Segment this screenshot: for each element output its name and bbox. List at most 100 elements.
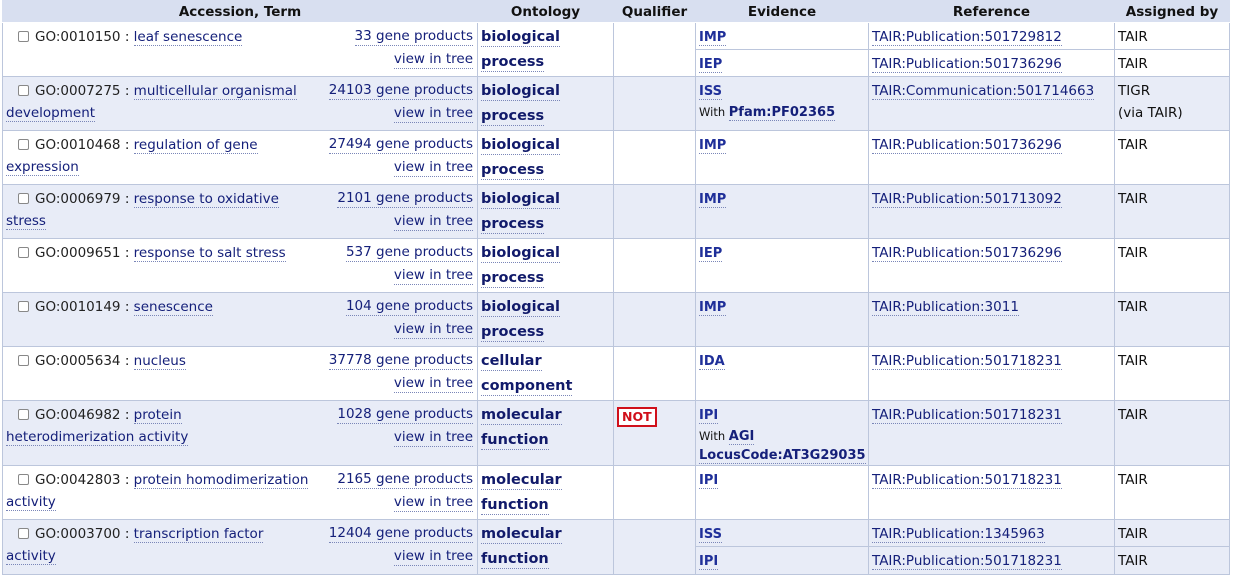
ontology-aspect-link-2[interactable]: process	[481, 270, 545, 288]
ontology-aspect-link-1[interactable]: biological	[481, 245, 560, 263]
ontology-aspect-link-2[interactable]: function	[481, 432, 549, 450]
row-checkbox[interactable]	[18, 193, 29, 204]
ontology-aspect-link-1[interactable]: cellular	[481, 353, 542, 371]
gene-products-link[interactable]: 1028 gene products	[337, 406, 473, 424]
with-link-2[interactable]: LocusCode:AT3G29035	[699, 448, 866, 464]
table-row: GO:0010150 : leaf senescence 33 gene pro…	[2, 22, 1230, 77]
view-in-tree-link[interactable]: view in tree	[393, 105, 473, 123]
row-checkbox[interactable]	[18, 31, 29, 42]
reference-link[interactable]: TAIR:Communication:501714663	[872, 83, 1095, 100]
reference-link[interactable]: TAIR:Publication:501718231	[872, 553, 1062, 570]
row-checkbox[interactable]	[18, 247, 29, 258]
reference-link[interactable]: TAIR:Publication:501736296	[872, 245, 1062, 262]
header-ontology[interactable]: Ontology	[477, 0, 614, 23]
go-term-link[interactable]: nucleus	[133, 353, 186, 370]
with-link-1[interactable]: Pfam:PF02365	[728, 105, 836, 121]
gene-products-link[interactable]: 33 gene products	[354, 28, 473, 46]
go-term-link[interactable]: multicellular organismal development	[6, 83, 297, 122]
view-in-tree-link[interactable]: view in tree	[393, 429, 473, 447]
assigned-by-text: TAIR	[1118, 29, 1148, 45]
row-checkbox[interactable]	[18, 301, 29, 312]
ontology-aspect-link-2[interactable]: process	[481, 54, 545, 72]
ontology-aspect-link-1[interactable]: molecular	[481, 407, 562, 425]
evidence-code-link[interactable]: ISS	[699, 84, 722, 100]
row-checkbox[interactable]	[18, 474, 29, 485]
evidence-code-link[interactable]: IEP	[699, 57, 723, 73]
ontology-aspect-link-2[interactable]: process	[481, 324, 545, 342]
reference-link[interactable]: TAIR:Publication:1345963	[872, 526, 1045, 543]
evidence-code-link[interactable]: IMP	[699, 192, 727, 208]
ontology-aspect-link-1[interactable]: molecular	[481, 472, 562, 490]
row-checkbox[interactable]	[18, 409, 29, 420]
row-checkbox[interactable]	[18, 139, 29, 150]
gene-products-link[interactable]: 537 gene products	[345, 244, 473, 262]
gene-products-link[interactable]: 24103 gene products	[328, 82, 473, 100]
evidence-code-link[interactable]: IPI	[699, 408, 719, 424]
table-row-sub: IEP TAIR:Publication:501736296 TAIR	[3, 49, 1230, 77]
reference-link[interactable]: TAIR:Publication:501718231	[872, 407, 1062, 424]
evidence-code-link[interactable]: IDA	[699, 354, 725, 370]
go-term-link[interactable]: protein heterodimerization activity	[6, 407, 189, 446]
evidence-code-link[interactable]: IPI	[699, 473, 719, 489]
with-link-1[interactable]: AGI	[728, 429, 755, 445]
reference-link[interactable]: TAIR:Publication:501718231	[872, 353, 1062, 370]
view-in-tree-link[interactable]: view in tree	[393, 375, 473, 393]
gene-products-link[interactable]: 37778 gene products	[328, 352, 473, 370]
view-in-tree-link[interactable]: view in tree	[393, 548, 473, 566]
view-in-tree-link[interactable]: view in tree	[393, 213, 473, 231]
evidence-code-link[interactable]: IPI	[699, 554, 719, 570]
go-term-link[interactable]: response to salt stress	[133, 245, 286, 262]
go-term-link[interactable]: response to oxidative stress	[6, 191, 279, 230]
header-accession-term[interactable]: Accession, Term	[2, 0, 478, 23]
ontology-aspect-link-2[interactable]: component	[481, 378, 573, 396]
row-checkbox[interactable]	[18, 85, 29, 96]
view-in-tree-link[interactable]: view in tree	[393, 159, 473, 177]
view-in-tree-link[interactable]: view in tree	[393, 321, 473, 339]
evidence-code-link[interactable]: IMP	[699, 138, 727, 154]
go-term-link[interactable]: senescence	[133, 299, 213, 316]
evidence-with: With AGI LocusCode:AT3G29035	[699, 427, 866, 465]
qualifier-cell	[613, 238, 696, 293]
view-in-tree-link[interactable]: view in tree	[393, 267, 473, 285]
view-in-tree-link[interactable]: view in tree	[393, 494, 473, 512]
gene-products-link[interactable]: 27494 gene products	[328, 136, 473, 154]
gene-products-link[interactable]: 2101 gene products	[337, 190, 473, 208]
row-checkbox[interactable]	[18, 528, 29, 539]
gene-products-link[interactable]: 12404 gene products	[328, 525, 473, 543]
gene-products-link[interactable]: 104 gene products	[345, 298, 473, 316]
go-term-link[interactable]: regulation of gene expression	[6, 137, 258, 176]
reference-link[interactable]: TAIR:Publication:501736296	[872, 137, 1062, 154]
reference-link[interactable]: TAIR:Publication:501736296	[872, 56, 1062, 73]
header-evidence[interactable]: Evidence	[695, 0, 869, 23]
evidence-code-link[interactable]: IEP	[699, 246, 723, 262]
reference-link[interactable]: TAIR:Publication:501713092	[872, 191, 1062, 208]
evidence-code-link[interactable]: IMP	[699, 30, 727, 46]
row-checkbox[interactable]	[18, 355, 29, 366]
gene-products-links: 33 gene products view in tree	[354, 26, 473, 72]
evidence-code-link[interactable]: IMP	[699, 300, 727, 316]
evidence-code-link[interactable]: ISS	[699, 527, 722, 543]
ontology-aspect-link-1[interactable]: biological	[481, 299, 560, 317]
reference-link[interactable]: TAIR:Publication:501729812	[872, 29, 1062, 46]
evidence-cell: IPI	[695, 546, 869, 575]
ontology-aspect-link-1[interactable]: molecular	[481, 526, 562, 544]
reference-link[interactable]: TAIR:Publication:501718231	[872, 472, 1062, 489]
ontology-aspect-link-2[interactable]: process	[481, 108, 545, 126]
ontology-aspect-link-1[interactable]: biological	[481, 191, 560, 209]
gene-products-link[interactable]: 2165 gene products	[337, 471, 473, 489]
ontology-aspect-link-1[interactable]: biological	[481, 137, 560, 155]
with-label: With	[699, 105, 726, 119]
ontology-aspect-link-1[interactable]: biological	[481, 29, 560, 47]
reference-link[interactable]: TAIR:Publication:3011	[872, 299, 1019, 316]
header-reference[interactable]: Reference	[868, 0, 1115, 23]
header-assigned-by[interactable]: Assigned by	[1114, 0, 1230, 23]
ontology-aspect-link-2[interactable]: process	[481, 162, 545, 180]
go-term-link[interactable]: protein homodimerization activity	[6, 472, 309, 511]
go-term-link[interactable]: leaf senescence	[133, 29, 243, 46]
ontology-aspect-link-1[interactable]: biological	[481, 83, 560, 101]
ontology-aspect-link-2[interactable]: function	[481, 551, 549, 569]
ontology-aspect-link-2[interactable]: function	[481, 497, 549, 515]
view-in-tree-link[interactable]: view in tree	[393, 51, 473, 69]
header-qualifier[interactable]: Qualifier	[613, 0, 696, 23]
ontology-aspect-link-2[interactable]: process	[481, 216, 545, 234]
